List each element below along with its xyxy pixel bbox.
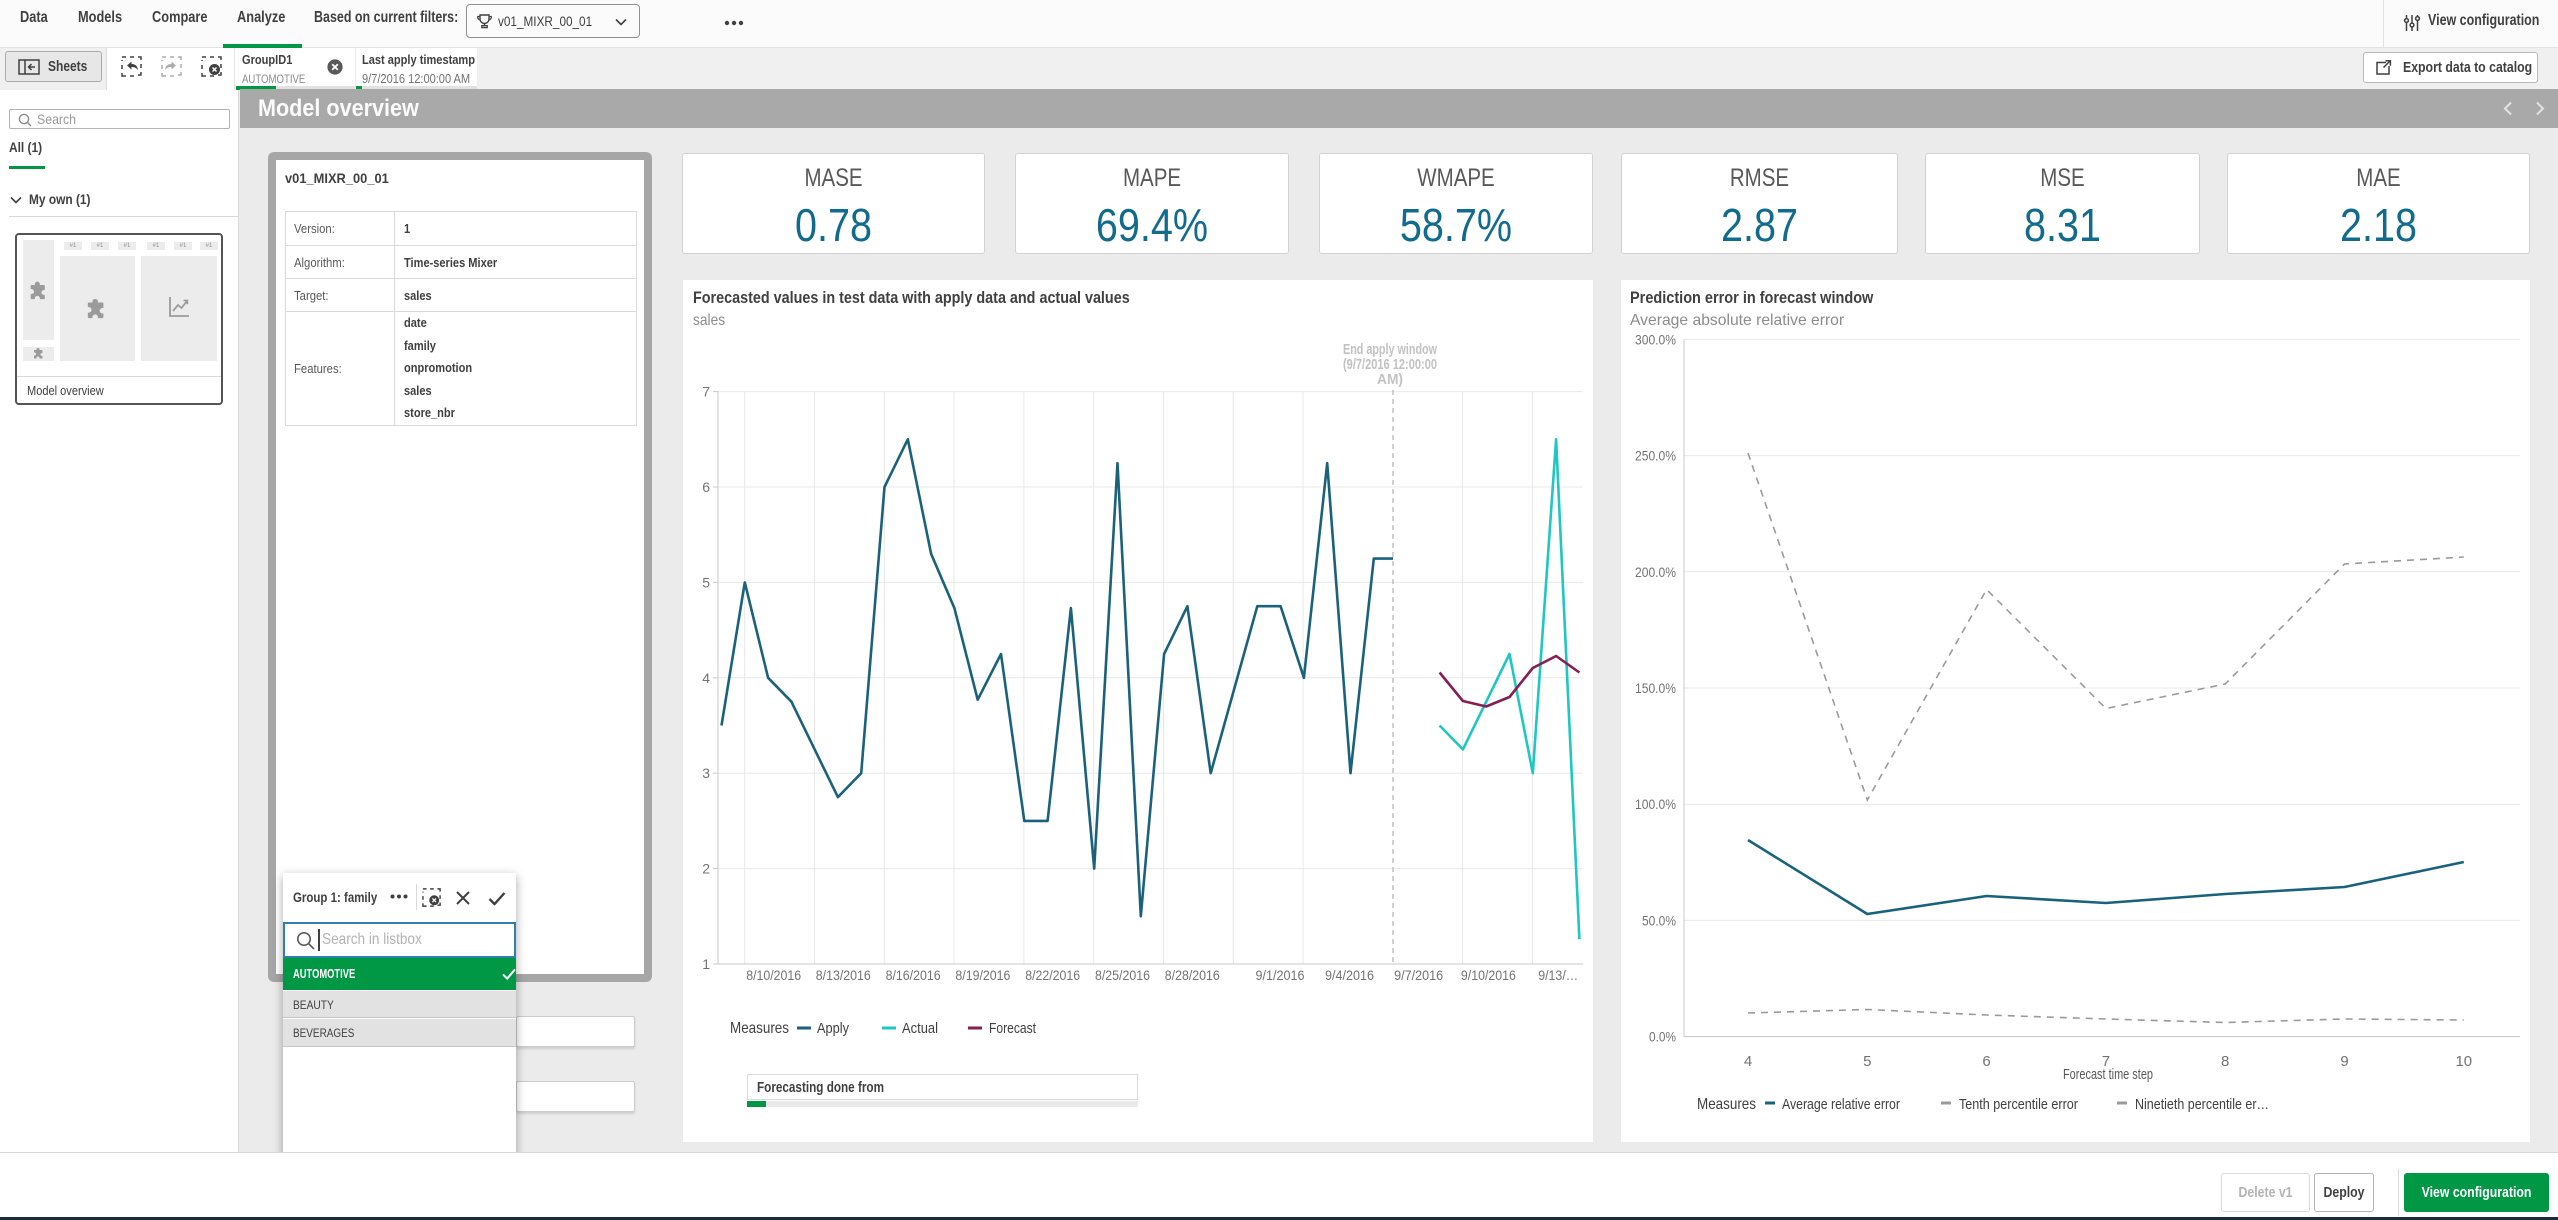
svg-text:9/13/…: 9/13/… [1538, 968, 1578, 983]
svg-text:300.0%: 300.0% [1635, 332, 1676, 347]
svg-text:250.0%: 250.0% [1635, 449, 1676, 464]
svg-text:200.0%: 200.0% [1635, 565, 1676, 580]
svg-text:50.0%: 50.0% [1642, 913, 1676, 928]
svg-text:Forecast time step: Forecast time step [2063, 1066, 2153, 1083]
svg-text:6: 6 [702, 479, 710, 495]
svg-text:5: 5 [1863, 1053, 1871, 1070]
svg-text:Tenth percentile error: Tenth percentile error [1959, 1096, 2078, 1113]
svg-text:8/28/2016: 8/28/2016 [1165, 968, 1220, 983]
svg-text:9/10/2016: 9/10/2016 [1461, 968, 1516, 983]
svg-text:9: 9 [2340, 1053, 2348, 1070]
svg-text:Ninetieth percentile er…: Ninetieth percentile er… [2135, 1096, 2269, 1113]
svg-text:7: 7 [702, 384, 710, 400]
svg-text:Forecasting done from: Forecasting done from [757, 1079, 884, 1096]
svg-text:8: 8 [2221, 1053, 2229, 1070]
svg-text:4: 4 [702, 670, 710, 686]
svg-text:0.0%: 0.0% [1649, 1030, 1676, 1045]
svg-text:Forecast: Forecast [989, 1020, 1037, 1037]
svg-text:Actual: Actual [902, 1020, 938, 1037]
svg-text:4: 4 [1744, 1053, 1752, 1070]
svg-text:9/7/2016: 9/7/2016 [1394, 968, 1443, 983]
svg-text:End apply window: End apply window [1343, 341, 1437, 358]
svg-text:5: 5 [702, 574, 710, 590]
svg-text:6: 6 [1982, 1053, 1990, 1070]
svg-text:9/1/2016: 9/1/2016 [1256, 968, 1305, 983]
svg-text:Measures: Measures [730, 1020, 789, 1037]
svg-text:100.0%: 100.0% [1635, 797, 1676, 812]
svg-text:Average relative error: Average relative error [1782, 1096, 1900, 1113]
svg-text:AM): AM) [1377, 371, 1403, 388]
svg-text:9/4/2016: 9/4/2016 [1325, 968, 1374, 983]
svg-text:8/10/2016: 8/10/2016 [746, 968, 801, 983]
svg-text:150.0%: 150.0% [1635, 681, 1676, 696]
svg-text:2: 2 [702, 861, 710, 877]
svg-text:3: 3 [702, 765, 710, 781]
svg-text:8/25/2016: 8/25/2016 [1095, 968, 1150, 983]
svg-text:8/16/2016: 8/16/2016 [886, 968, 941, 983]
svg-text:8/13/2016: 8/13/2016 [816, 968, 871, 983]
svg-text:1: 1 [702, 956, 710, 972]
svg-text:8/19/2016: 8/19/2016 [955, 968, 1010, 983]
svg-text:10: 10 [2455, 1053, 2472, 1070]
svg-text:7: 7 [2102, 1053, 2110, 1070]
svg-text:Measures: Measures [1697, 1096, 1756, 1113]
svg-text:Apply: Apply [817, 1020, 849, 1037]
svg-text:(9/7/2016 12:00:00: (9/7/2016 12:00:00 [1343, 356, 1437, 373]
svg-text:8/22/2016: 8/22/2016 [1025, 968, 1080, 983]
